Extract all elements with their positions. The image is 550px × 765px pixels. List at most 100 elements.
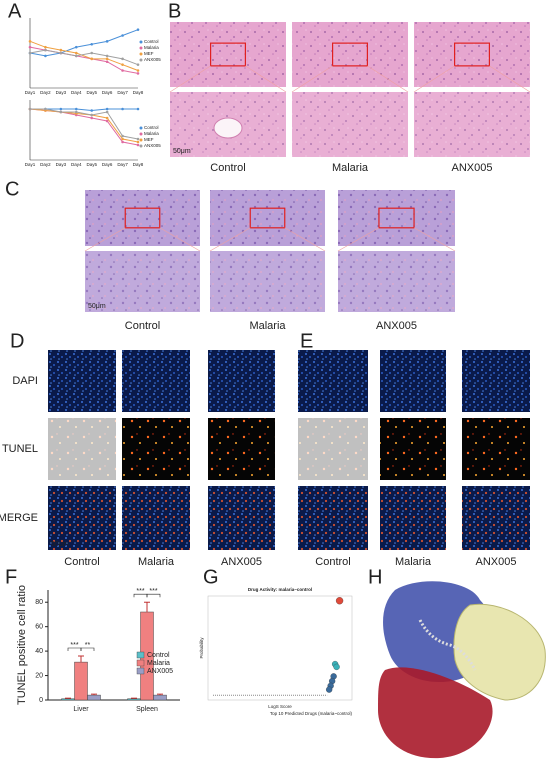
fluorescence-image [208, 486, 275, 550]
point [44, 107, 47, 111]
point [335, 597, 344, 605]
zoom-line [245, 65, 287, 93]
legend-label: Control [144, 39, 159, 44]
zoom-line [367, 65, 409, 93]
point [105, 40, 109, 43]
legend-label: Control [147, 652, 170, 659]
fluorescence-image [48, 486, 116, 550]
legend-swatch [139, 58, 143, 62]
caption: Control [210, 162, 245, 174]
point [136, 143, 140, 147]
caption: Control [64, 556, 99, 568]
fluorescence-image [122, 486, 190, 550]
x-tick-label: Day4 [71, 162, 82, 167]
caption: ANX005 [376, 320, 417, 332]
panel-label: B [168, 0, 181, 22]
point [28, 45, 32, 49]
micrograph-zoom [85, 251, 200, 312]
fluorescence-image [380, 350, 446, 412]
point [136, 72, 140, 75]
point [105, 107, 109, 111]
point [90, 57, 94, 61]
x-tick-label: Day5 [86, 90, 97, 95]
fluorescence-image [122, 418, 190, 480]
zoom-line [489, 65, 531, 93]
legend-label: ANX005 [144, 57, 161, 62]
y-tick-label: 60 [35, 624, 43, 631]
y-tick-label: 40 [35, 648, 43, 655]
caption: Malaria [138, 556, 175, 568]
bar [153, 694, 167, 701]
caption: Control [315, 556, 350, 568]
panel-label: C [5, 178, 19, 200]
zoom-box [210, 42, 247, 67]
protein-structure [378, 581, 546, 759]
point [121, 63, 124, 66]
point [44, 54, 47, 58]
fluorescence-image [122, 350, 190, 412]
point [105, 57, 109, 61]
series-line [29, 40, 139, 71]
point [333, 663, 340, 671]
significance-label: ** [85, 642, 91, 649]
legend-label: ANX005 [144, 143, 161, 148]
micrograph [414, 22, 530, 87]
zoom-line [84, 227, 126, 252]
significance-label: *** [136, 588, 144, 595]
bar [127, 698, 141, 701]
legend-swatch [136, 667, 145, 675]
y-tick-label: 80 [35, 599, 43, 606]
point [59, 48, 63, 52]
point [59, 51, 63, 55]
point [121, 134, 124, 138]
legend-swatch [139, 132, 143, 136]
x-tick-label: Spleen [136, 706, 158, 713]
point [105, 116, 109, 120]
point [28, 40, 32, 43]
point [28, 107, 32, 111]
vessel [213, 117, 243, 139]
point [74, 51, 78, 55]
significance-label: *** [70, 642, 78, 649]
zoom-box [378, 207, 415, 229]
zoom-line [159, 227, 201, 252]
point [105, 119, 109, 123]
x-tick-label: Day6 [102, 162, 113, 167]
point [136, 63, 140, 66]
x-tick-label: Day2 [40, 162, 51, 167]
point [28, 51, 32, 55]
legend-label: Control [144, 125, 159, 130]
point [121, 137, 124, 141]
micrograph [338, 190, 455, 246]
series-line [29, 49, 139, 66]
point [136, 107, 140, 111]
x-tick-label: Day1 [25, 90, 36, 95]
legend-swatch [139, 52, 143, 56]
panel-label: D [10, 330, 24, 352]
point [74, 54, 78, 58]
zoom-line [209, 227, 251, 252]
point [121, 140, 124, 144]
legend-swatch [139, 144, 143, 148]
panel-label: G [203, 566, 219, 588]
micrograph-zoom [338, 251, 455, 312]
series-line [29, 29, 139, 57]
fluorescence-image [380, 486, 446, 550]
zoom-line [413, 227, 456, 252]
legend-swatch [139, 126, 143, 130]
caption: Control [125, 320, 160, 332]
point [59, 107, 63, 111]
zoom-line [169, 65, 211, 93]
stain-label: MERGE [0, 512, 38, 524]
fluorescence-image [298, 350, 368, 412]
point [136, 69, 140, 72]
x-tick-label: Day1 [25, 162, 36, 167]
legend-swatch [139, 138, 143, 142]
caption: ANX005 [452, 162, 493, 174]
caption: Malaria [249, 320, 286, 332]
y-axis-label: Probability [199, 637, 204, 659]
micrograph-zoom [210, 251, 325, 312]
point [121, 107, 124, 111]
